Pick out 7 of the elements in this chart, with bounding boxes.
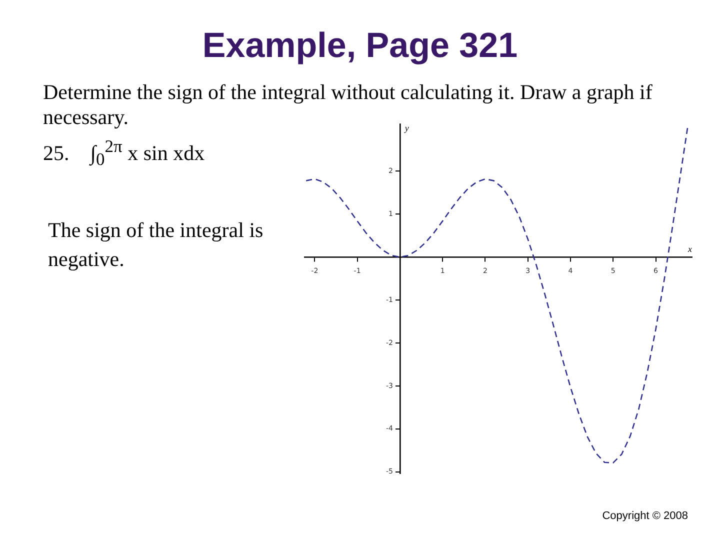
chart-title: Example, Page 321: [201, 26, 519, 66]
text: The sign of the integral is negative.: [48, 217, 264, 273]
text: Copyright © 2008: [602, 510, 688, 522]
y-axis-title: y: [404, 122, 409, 133]
line-series: [305, 126, 688, 464]
x-axis-title: x: [687, 244, 692, 254]
text: 25. ∫$_{0}$$^{2π}$ x sin xdx: [43, 136, 205, 170]
